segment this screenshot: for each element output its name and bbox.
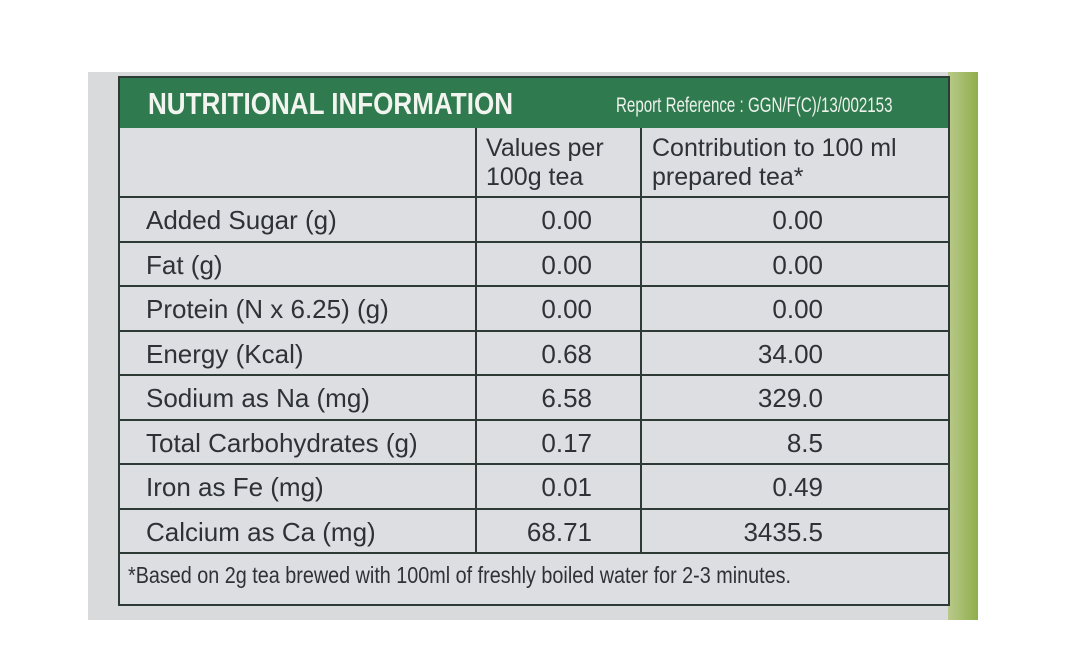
value-per-100ml: 329.0 [757,383,823,413]
value-per-100ml: 0.00 [772,294,823,324]
row-divider [120,463,948,465]
nutrient-name: Sodium as Na (mg) [146,383,370,413]
nutrition-table: NUTRITIONAL INFORMATION Report Reference… [118,76,950,606]
row-divider [120,418,948,421]
row-divider [120,552,948,554]
value-per-100g: 0.00 [541,205,592,235]
value-per-100ml: 0.49 [772,472,823,502]
column-header: prepared tea* [652,163,804,191]
value-per-100g: 6.58 [541,383,592,413]
nutrient-name: Added Sugar (g) [146,205,337,235]
nutrient-name: Iron as Fe (mg) [146,472,324,502]
value-per-100g: 0.17 [541,427,592,458]
value-per-100ml: 0.00 [772,249,823,280]
nutrient-name: Protein (N x 6.25) (g) [146,294,389,324]
package-edge [948,72,978,620]
row-divider [120,196,948,198]
value-per-100ml: 3435.5 [743,516,823,547]
column-header: Contribution to 100 ml [652,134,897,162]
nutrient-name: Energy (Kcal) [146,338,304,369]
title: NUTRITIONAL INFORMATION [148,86,514,121]
value-per-100g: 0.00 [541,249,592,280]
column-header: 100g tea [486,163,584,191]
value-per-100g: 0.00 [541,294,592,324]
footnote: *Based on 2g tea brewed with 100ml of fr… [128,562,791,588]
value-per-100g: 0.68 [541,338,592,369]
value-per-100ml: 0.00 [772,205,823,235]
column-divider [475,128,477,554]
title-band: NUTRITIONAL INFORMATION Report Reference… [120,78,948,128]
value-per-100ml: 34.00 [757,338,823,369]
row-divider [120,374,948,376]
nutrient-name: Fat (g) [146,249,223,280]
row-divider [120,507,948,510]
value-per-100g: 0.01 [541,472,592,502]
value-per-100ml: 8.5 [786,427,823,458]
row-divider [120,329,948,332]
row-divider [120,240,948,243]
row-divider [120,285,948,287]
nutrient-name: Calcium as Ca (mg) [146,516,376,547]
report-reference: Report Reference : GGN/F(C)/13/002153 [616,94,893,117]
value-per-100g: 68.71 [526,516,592,547]
column-header: Values per [486,134,604,162]
nutrient-name: Total Carbohydrates (g) [146,427,418,458]
column-divider [640,128,642,554]
